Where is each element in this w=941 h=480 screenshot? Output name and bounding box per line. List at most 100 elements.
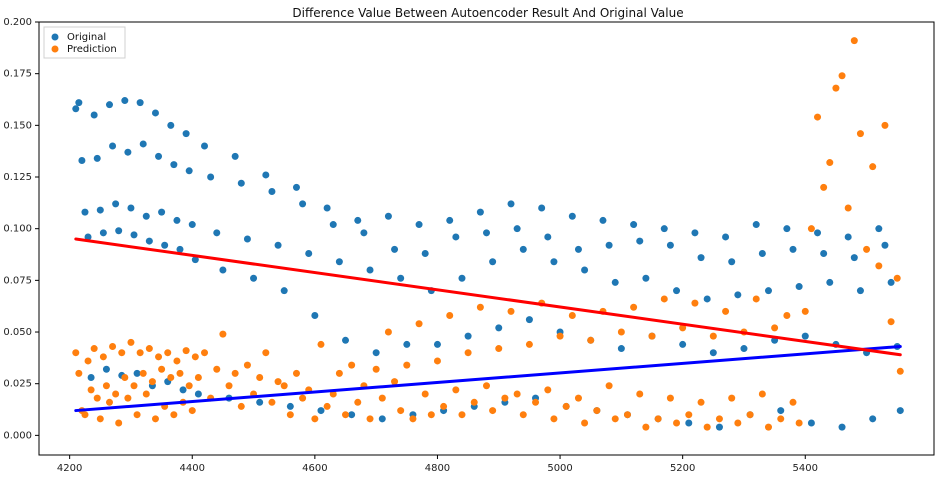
original-point xyxy=(262,171,270,179)
prediction-point xyxy=(666,394,674,402)
prediction-point xyxy=(188,407,196,415)
prediction-point xyxy=(685,411,693,419)
original-point xyxy=(161,241,169,249)
original-point xyxy=(121,97,129,105)
prediction-point xyxy=(703,423,711,431)
prediction-point xyxy=(421,390,429,398)
prediction-point xyxy=(758,390,766,398)
original-point xyxy=(130,231,138,239)
original-point xyxy=(513,225,521,233)
x-tick-label: 4600 xyxy=(302,463,327,474)
original-point xyxy=(384,212,392,220)
prediction-point xyxy=(532,398,540,406)
original-point xyxy=(213,229,221,237)
prediction-point xyxy=(587,336,595,344)
y-tick-label: 0.075 xyxy=(3,275,32,286)
prediction-point xyxy=(335,369,343,377)
prediction-point xyxy=(734,419,742,427)
prediction-point xyxy=(556,332,564,340)
original-point xyxy=(109,142,117,150)
prediction-point xyxy=(274,378,282,386)
x-tick-label: 4800 xyxy=(425,463,450,474)
original-point xyxy=(72,105,80,113)
prediction-point xyxy=(139,369,147,377)
prediction-trendline xyxy=(74,237,902,357)
original-point xyxy=(151,109,159,117)
prediction-point xyxy=(525,340,533,348)
original-point xyxy=(826,278,834,286)
chart-title: Difference Value Between Autoencoder Res… xyxy=(292,6,683,20)
prediction-point xyxy=(715,415,723,423)
original-point xyxy=(734,291,742,299)
prediction-point xyxy=(403,361,411,369)
prediction-point xyxy=(489,407,497,415)
prediction-point xyxy=(243,361,251,369)
prediction-point xyxy=(262,349,270,357)
prediction-point xyxy=(746,411,754,419)
prediction-point xyxy=(801,307,809,315)
prediction-point xyxy=(697,398,705,406)
original-point xyxy=(685,419,693,427)
original-point xyxy=(397,274,405,282)
original-point xyxy=(691,229,699,237)
original-point xyxy=(158,208,166,216)
original-point xyxy=(185,167,193,175)
prediction-point xyxy=(673,419,681,427)
prediction-point xyxy=(452,386,460,394)
original-point xyxy=(139,140,147,148)
original-point xyxy=(360,229,368,237)
prediction-point xyxy=(850,37,858,45)
prediction-point xyxy=(648,332,656,340)
prediction-point xyxy=(458,411,466,419)
prediction-point xyxy=(887,318,895,326)
prediction-point xyxy=(219,330,227,338)
prediction-point xyxy=(151,415,159,423)
prediction-point xyxy=(654,415,662,423)
prediction-point xyxy=(470,398,478,406)
y-tick-label: 0.125 xyxy=(3,172,32,183)
original-point xyxy=(820,249,828,257)
legend-marker-prediction xyxy=(51,45,59,53)
original-point xyxy=(789,245,797,253)
y-tick-label: 0.200 xyxy=(3,17,32,28)
original-point xyxy=(568,212,576,220)
prediction-point xyxy=(593,407,601,415)
original-point xyxy=(256,398,264,406)
prediction-point xyxy=(483,382,490,390)
prediction-point xyxy=(280,382,288,390)
prediction-point xyxy=(225,382,233,390)
prediction-point xyxy=(124,394,132,402)
prediction-point xyxy=(519,411,527,419)
original-point xyxy=(250,274,258,282)
prediction-point xyxy=(446,311,454,319)
prediction-point xyxy=(372,365,380,373)
original-point xyxy=(112,200,120,208)
original-point xyxy=(709,349,717,357)
prediction-point xyxy=(87,386,95,394)
prediction-point xyxy=(323,402,331,410)
prediction-point xyxy=(495,345,503,353)
prediction-point xyxy=(611,415,619,423)
prediction-point xyxy=(185,382,193,390)
y-tick-label: 0.150 xyxy=(3,120,32,131)
prediction-point xyxy=(427,411,435,419)
prediction-point xyxy=(105,398,113,406)
prediction-point xyxy=(90,345,98,353)
prediction-point xyxy=(409,415,417,423)
prediction-point xyxy=(856,130,864,138)
prediction-point xyxy=(72,349,80,357)
original-point xyxy=(764,287,772,295)
prediction-point xyxy=(130,382,138,390)
prediction-point xyxy=(173,357,181,365)
prediction-point xyxy=(256,373,264,381)
prediction-point xyxy=(93,394,101,402)
original-point xyxy=(525,316,533,324)
original-point xyxy=(869,415,877,423)
prediction-point xyxy=(826,159,834,167)
original-point xyxy=(446,216,454,224)
prediction-point xyxy=(366,415,374,423)
original-point xyxy=(231,152,239,160)
original-point xyxy=(201,142,209,150)
prediction-point xyxy=(391,378,399,386)
original-point xyxy=(173,216,181,224)
